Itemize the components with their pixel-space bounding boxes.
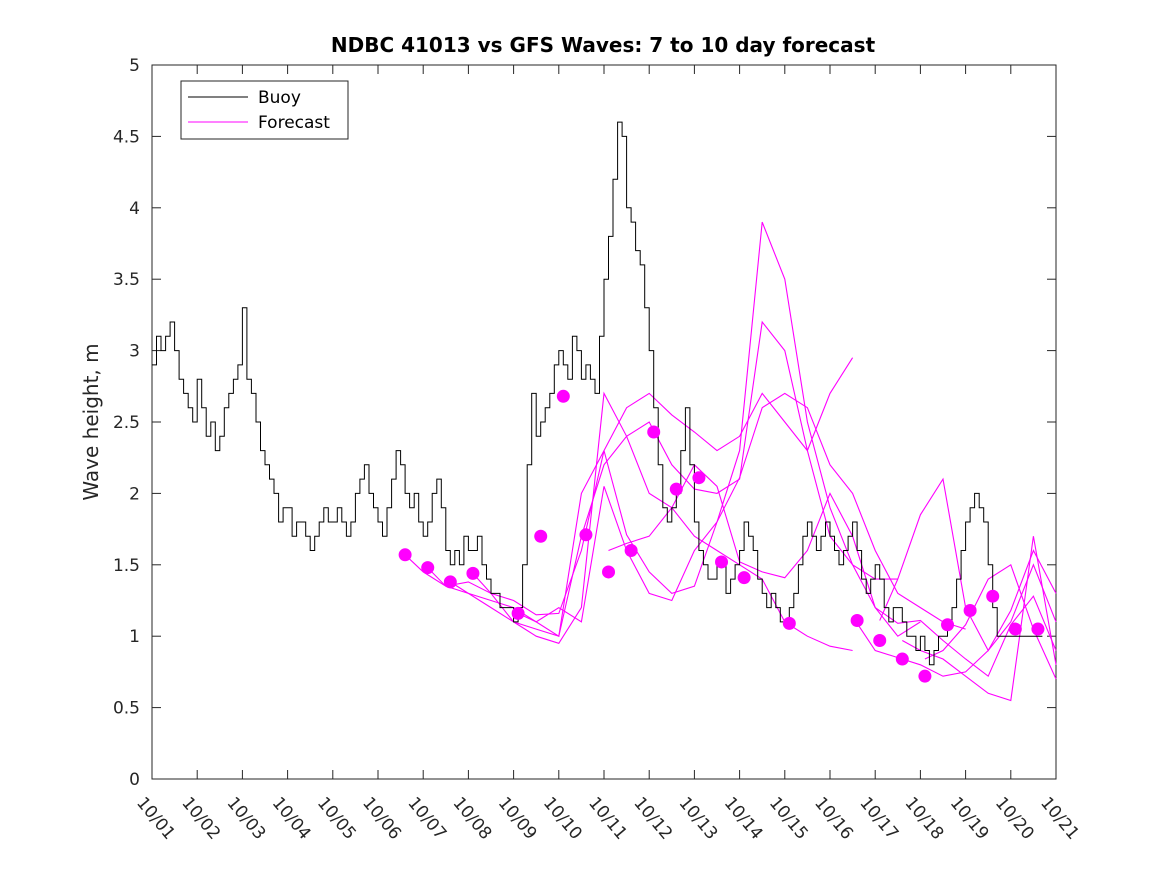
- legend-box: [180, 80, 349, 140]
- forecast-line-4: [517, 392, 966, 630]
- y-tick-label: 0: [129, 770, 140, 790]
- forecast-marker: [466, 566, 480, 580]
- forecast-marker: [421, 561, 435, 575]
- forecast-marker: [443, 575, 457, 589]
- y-tick-label: 0.5: [113, 699, 140, 719]
- forecast-marker: [737, 571, 751, 585]
- y-tick-label: 4: [129, 199, 140, 219]
- legend-forecast-label: Forecast: [258, 113, 330, 133]
- forecast-marker: [782, 616, 796, 630]
- legend-buoy-label: Buoy: [258, 88, 301, 108]
- forecast-marker: [715, 555, 729, 569]
- forecast-marker: [534, 529, 548, 543]
- forecast-marker: [963, 603, 977, 617]
- forecast-marker: [918, 669, 932, 683]
- forecast-line-8: [902, 536, 1057, 702]
- forecast-line-6: [856, 563, 1057, 677]
- y-tick-label: 4.5: [113, 127, 140, 147]
- y-tick-label: 2.5: [113, 413, 140, 433]
- forecast-marker: [511, 606, 525, 620]
- y-tick-label: 5: [129, 56, 140, 76]
- y-axis-label: Wave height, m: [79, 343, 103, 500]
- forecast-marker: [941, 618, 955, 632]
- forecast-marker: [669, 482, 683, 496]
- y-tick-label: 1.5: [113, 556, 140, 576]
- y-tick-label: 2: [129, 484, 140, 504]
- buoy-line: [152, 121, 1043, 666]
- forecast-marker: [850, 613, 864, 627]
- forecast-marker: [647, 425, 661, 439]
- forecast-marker: [602, 565, 616, 579]
- forecast-line-1: [427, 357, 854, 638]
- forecast-line-2: [450, 320, 898, 637]
- forecast-marker: [986, 589, 1000, 603]
- y-tick-label: 3.5: [113, 270, 140, 290]
- forecast-marker: [624, 544, 638, 558]
- forecast-marker: [692, 471, 706, 485]
- forecast-marker: [873, 633, 887, 647]
- forecast-marker: [1008, 622, 1022, 636]
- forecast-marker: [1031, 622, 1045, 636]
- forecast-marker: [398, 548, 412, 562]
- y-tick-label: 1: [129, 627, 140, 647]
- forecast-marker: [556, 389, 570, 403]
- chart-title: NDBC 41013 vs GFS Waves: 7 to 10 day for…: [331, 33, 876, 57]
- y-tick-label: 3: [129, 342, 140, 362]
- forecast-marker: [579, 528, 593, 542]
- plot-area: 00.511.522.533.544.5510/0110/0210/0310/0…: [113, 56, 1083, 844]
- forecast-line-3: [472, 221, 921, 637]
- forecast-marker: [895, 652, 909, 666]
- legend: Buoy Forecast: [180, 80, 349, 140]
